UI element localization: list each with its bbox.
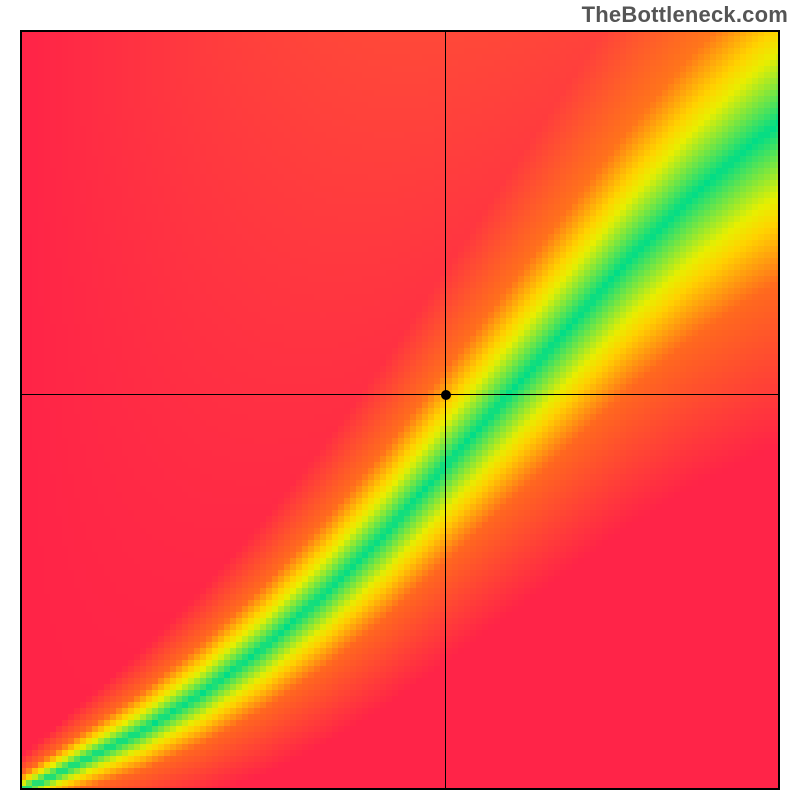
crosshair-vertical	[445, 30, 446, 790]
bottleneck-heatmap	[20, 30, 780, 790]
chart-container: { "meta": { "watermark": "TheBottleneck.…	[0, 0, 800, 800]
watermark-text: TheBottleneck.com	[582, 2, 788, 28]
crosshair-horizontal	[20, 394, 780, 395]
selected-point-marker	[441, 390, 451, 400]
